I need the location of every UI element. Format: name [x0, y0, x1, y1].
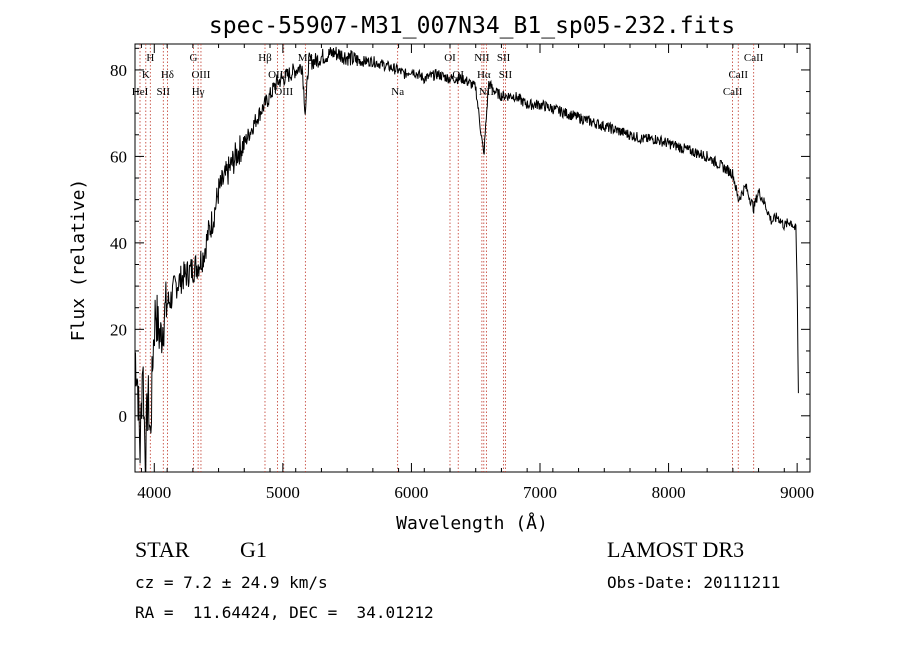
x-tick-label-4: 8000: [652, 483, 686, 502]
emission-line-label-3: SII: [157, 86, 171, 98]
y-tick-label-1: 20: [110, 320, 127, 339]
emission-line-label-15: NII: [474, 52, 490, 64]
y-tick-label-3: 60: [110, 147, 127, 166]
survey-name: LAMOST DR3: [607, 537, 745, 562]
flux-series-line: [134, 46, 799, 473]
plot-frame: [134, 43, 811, 473]
observation-date: Obs-Date: 20111211: [607, 573, 781, 592]
emission-line-label-19: SII: [499, 69, 513, 81]
y-axis-label: Flux (relative): [68, 179, 89, 342]
emission-line-label-6: OIII: [191, 69, 210, 81]
emission-line-label-10: OIII: [274, 86, 293, 98]
x-tick-label-5: 9000: [780, 483, 814, 502]
emission-line-label-12: Na: [391, 86, 404, 98]
x-axis-ticks: 4000 5000 6000 7000 8000 9000: [137, 44, 814, 502]
object-class: STAR: [135, 537, 190, 562]
y-tick-label-0: 0: [119, 407, 128, 426]
emission-line-label-18: SII: [497, 52, 511, 64]
emission-line-label-22: CaII: [744, 52, 764, 64]
emission-line-label-0: K: [142, 69, 150, 81]
chart-title: spec-55907-M31_007N34_B1_sp05-232.fits: [209, 13, 735, 39]
x-axis-label: Wavelength (Å): [396, 512, 548, 534]
x-tick-label-3: 7000: [523, 483, 557, 502]
emission-line-label-17: NII: [479, 86, 495, 98]
emission-line-label-20: CaII: [723, 86, 743, 98]
object-subclass: G1: [240, 537, 267, 562]
y-tick-label-2: 40: [110, 234, 127, 253]
emission-line-label-2: HeI: [132, 86, 149, 98]
x-tick-label-1: 5000: [266, 483, 300, 502]
emission-line-markers: [139, 44, 755, 472]
emission-line-label-21: CaII: [728, 69, 748, 81]
emission-line-label-7: Hγ: [192, 86, 205, 98]
emission-line-label-13: OI: [444, 52, 456, 64]
y-axis-ticks: 0 20 40 60 80: [110, 47, 810, 460]
coordinates: RA = 11.64424, DEC = 34.01212: [135, 603, 434, 622]
emission-line-label-5: G: [190, 52, 198, 64]
x-tick-label-2: 6000: [394, 483, 428, 502]
emission-line-label-4: Hδ: [161, 69, 174, 81]
emission-line-label-1: H: [146, 52, 154, 64]
redshift-velocity: cz = 7.2 ± 24.9 km/s: [135, 573, 328, 592]
emission-line-label-8: Hβ: [258, 52, 272, 64]
emission-line-label-16: Hα: [477, 69, 491, 81]
y-tick-label-4: 80: [110, 61, 127, 80]
x-tick-label-0: 4000: [137, 483, 171, 502]
